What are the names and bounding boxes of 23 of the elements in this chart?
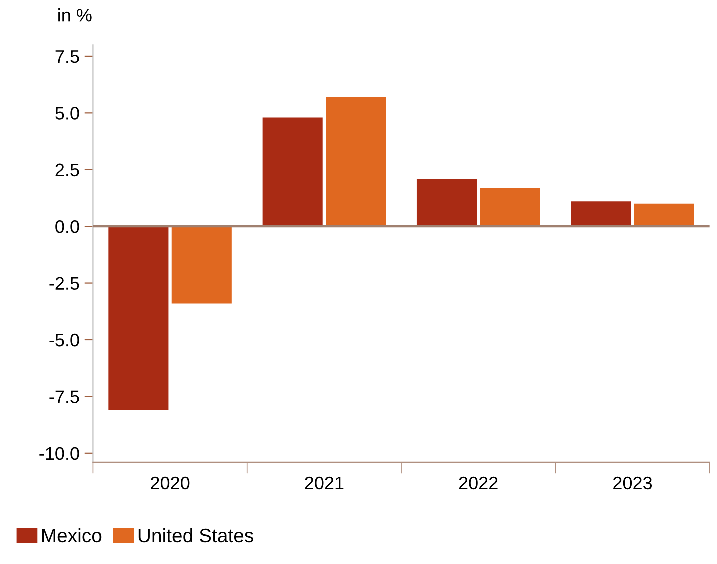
y-tick-label: -5.0 — [50, 334, 80, 347]
bar — [172, 226, 232, 304]
y-axis-title: in % — [58, 8, 92, 22]
legend-label: Mexico — [42, 528, 102, 543]
y-tick-label: -7.5 — [50, 390, 80, 404]
y-tick-label: 2.5 — [56, 164, 80, 177]
bar — [634, 204, 694, 227]
bar — [326, 97, 386, 227]
bar — [416, 178, 478, 227]
legend-label: United States — [138, 528, 254, 543]
x-tick-label: 2022 — [459, 476, 498, 490]
bar — [108, 226, 169, 410]
y-tick-label: 5.0 — [56, 107, 80, 120]
y-tick-label: -2.5 — [50, 277, 80, 290]
y-tick-label: 0.0 — [56, 220, 80, 234]
x-tick-label: 2021 — [305, 476, 344, 490]
y-tick-label: 7.5 — [56, 50, 80, 64]
bar — [262, 118, 323, 227]
x-tick-label: 2023 — [614, 476, 652, 490]
bar — [571, 202, 632, 227]
bar — [480, 188, 540, 227]
x-tick-label: 2020 — [151, 476, 190, 490]
y-tick-label: -10.0 — [40, 447, 80, 460]
